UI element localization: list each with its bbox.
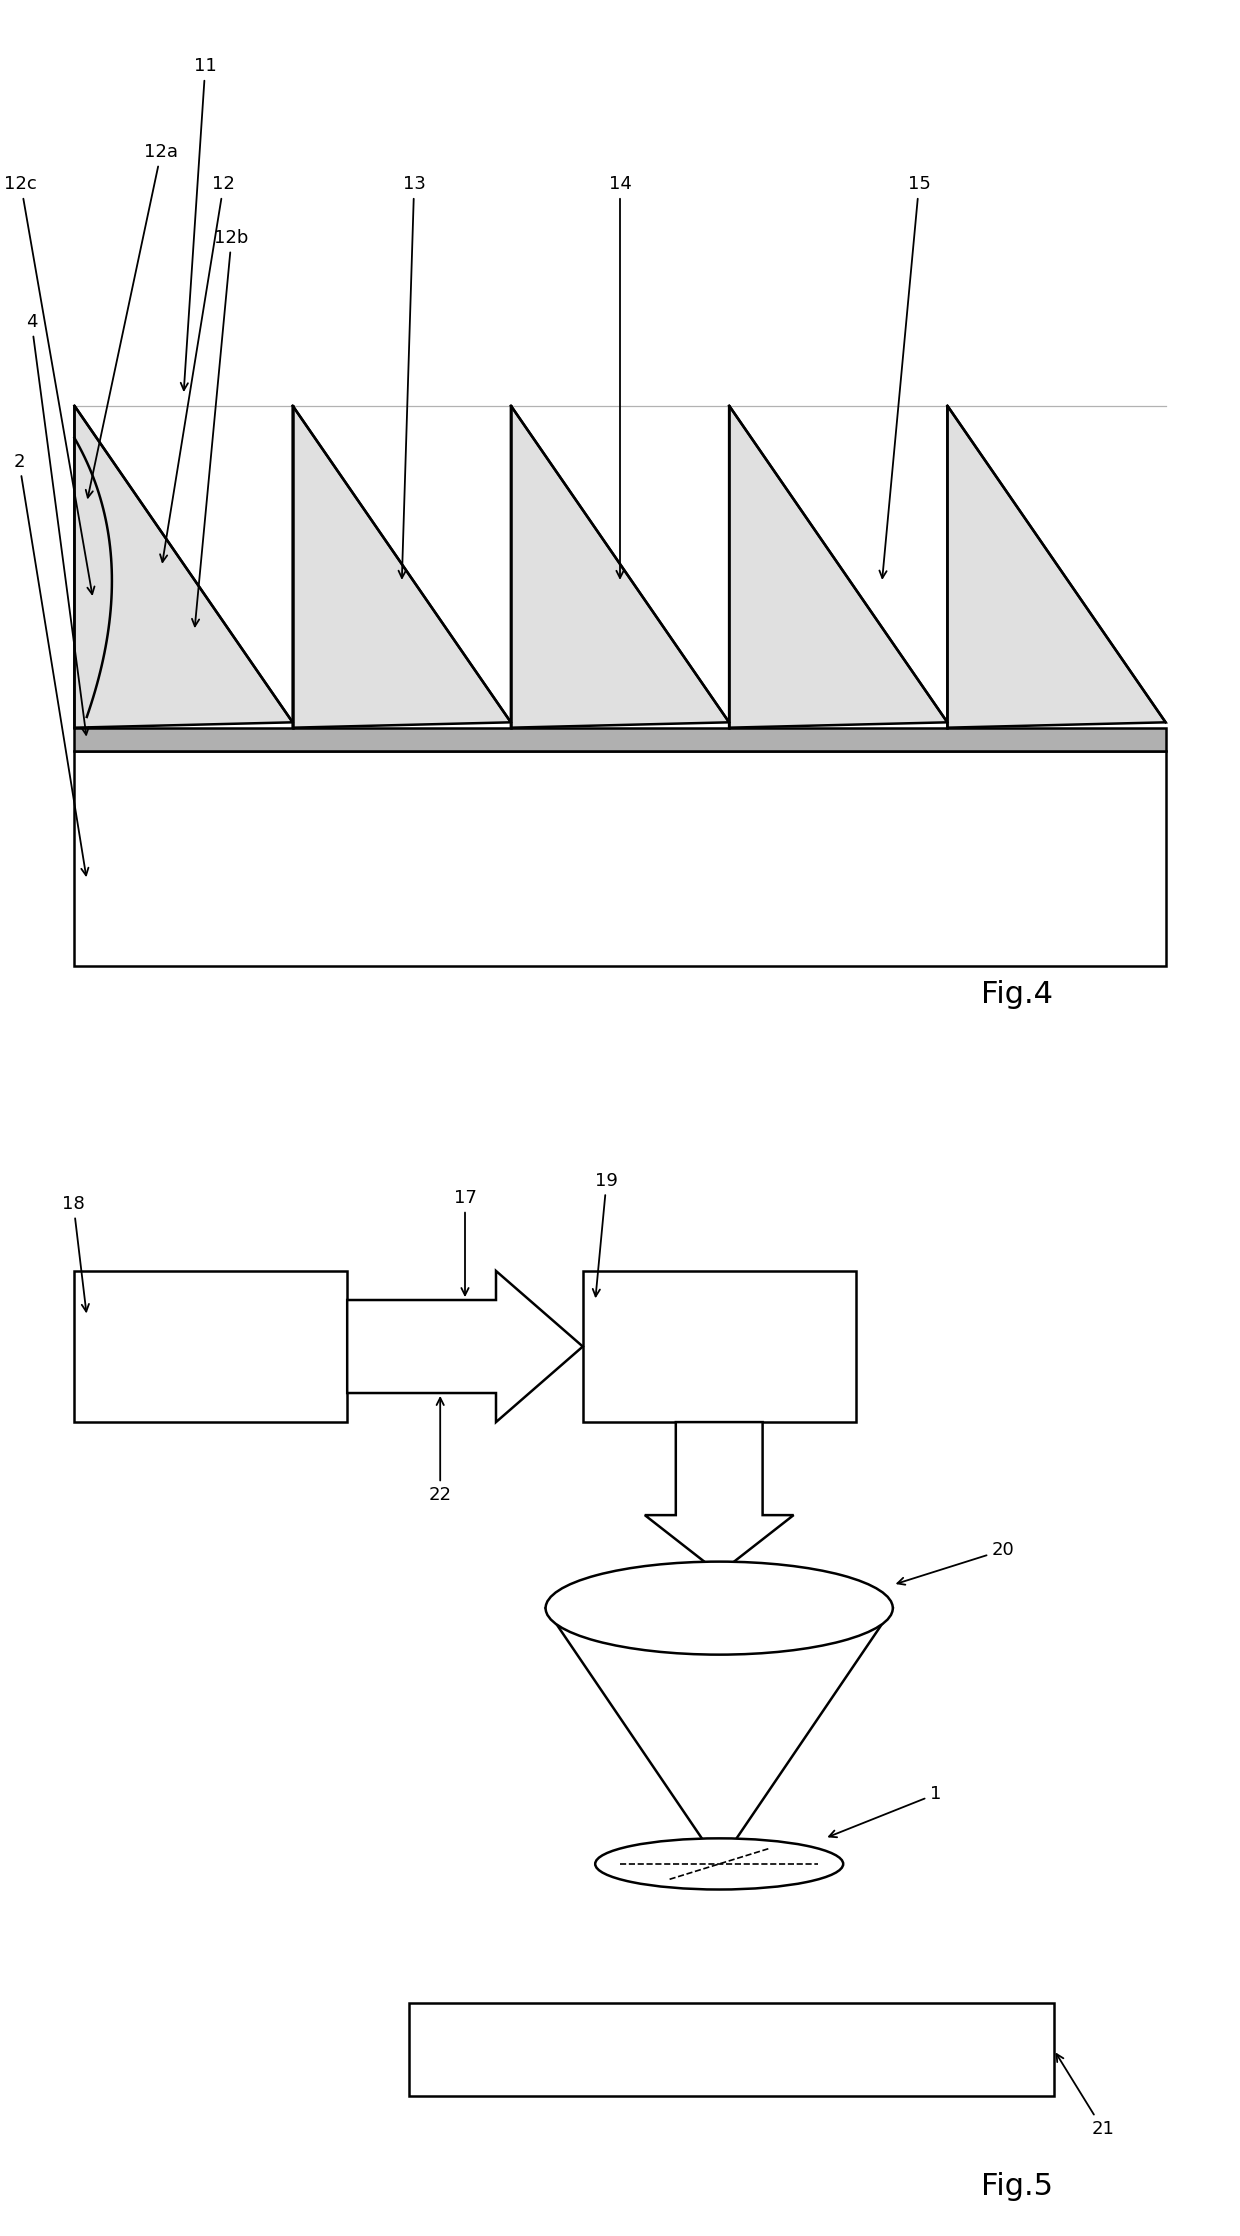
Polygon shape bbox=[293, 405, 511, 727]
Text: 12: 12 bbox=[160, 174, 236, 561]
Text: Fig.5: Fig.5 bbox=[981, 2171, 1053, 2200]
Text: 12a: 12a bbox=[86, 143, 179, 499]
Bar bbox=[74, 1270, 347, 1422]
Text: 2: 2 bbox=[14, 452, 88, 874]
Text: 14: 14 bbox=[609, 174, 631, 577]
Text: Fig.4: Fig.4 bbox=[981, 979, 1053, 1008]
Text: 1: 1 bbox=[830, 1784, 941, 1838]
Text: 12b: 12b bbox=[192, 228, 249, 626]
Text: 22: 22 bbox=[429, 1398, 451, 1505]
Polygon shape bbox=[645, 1422, 794, 1574]
Ellipse shape bbox=[546, 1561, 893, 1655]
Text: 20: 20 bbox=[898, 1541, 1014, 1585]
Bar bbox=[409, 2003, 1054, 2097]
Text: 4: 4 bbox=[26, 313, 89, 736]
Text: 19: 19 bbox=[593, 1172, 618, 1297]
Text: 11: 11 bbox=[181, 58, 217, 391]
Polygon shape bbox=[511, 405, 729, 727]
Text: 12c: 12c bbox=[5, 174, 94, 595]
Text: 21: 21 bbox=[1056, 2055, 1114, 2138]
Bar bbox=[74, 751, 1166, 966]
Polygon shape bbox=[347, 1270, 583, 1422]
Ellipse shape bbox=[595, 1838, 843, 1889]
Bar bbox=[583, 1270, 856, 1422]
Text: 17: 17 bbox=[454, 1190, 476, 1295]
Bar bbox=[74, 727, 1166, 751]
Polygon shape bbox=[947, 405, 1166, 727]
Text: 18: 18 bbox=[62, 1194, 89, 1313]
Polygon shape bbox=[74, 405, 293, 727]
Text: 13: 13 bbox=[398, 174, 425, 577]
Polygon shape bbox=[729, 405, 947, 727]
Text: 15: 15 bbox=[879, 174, 930, 579]
